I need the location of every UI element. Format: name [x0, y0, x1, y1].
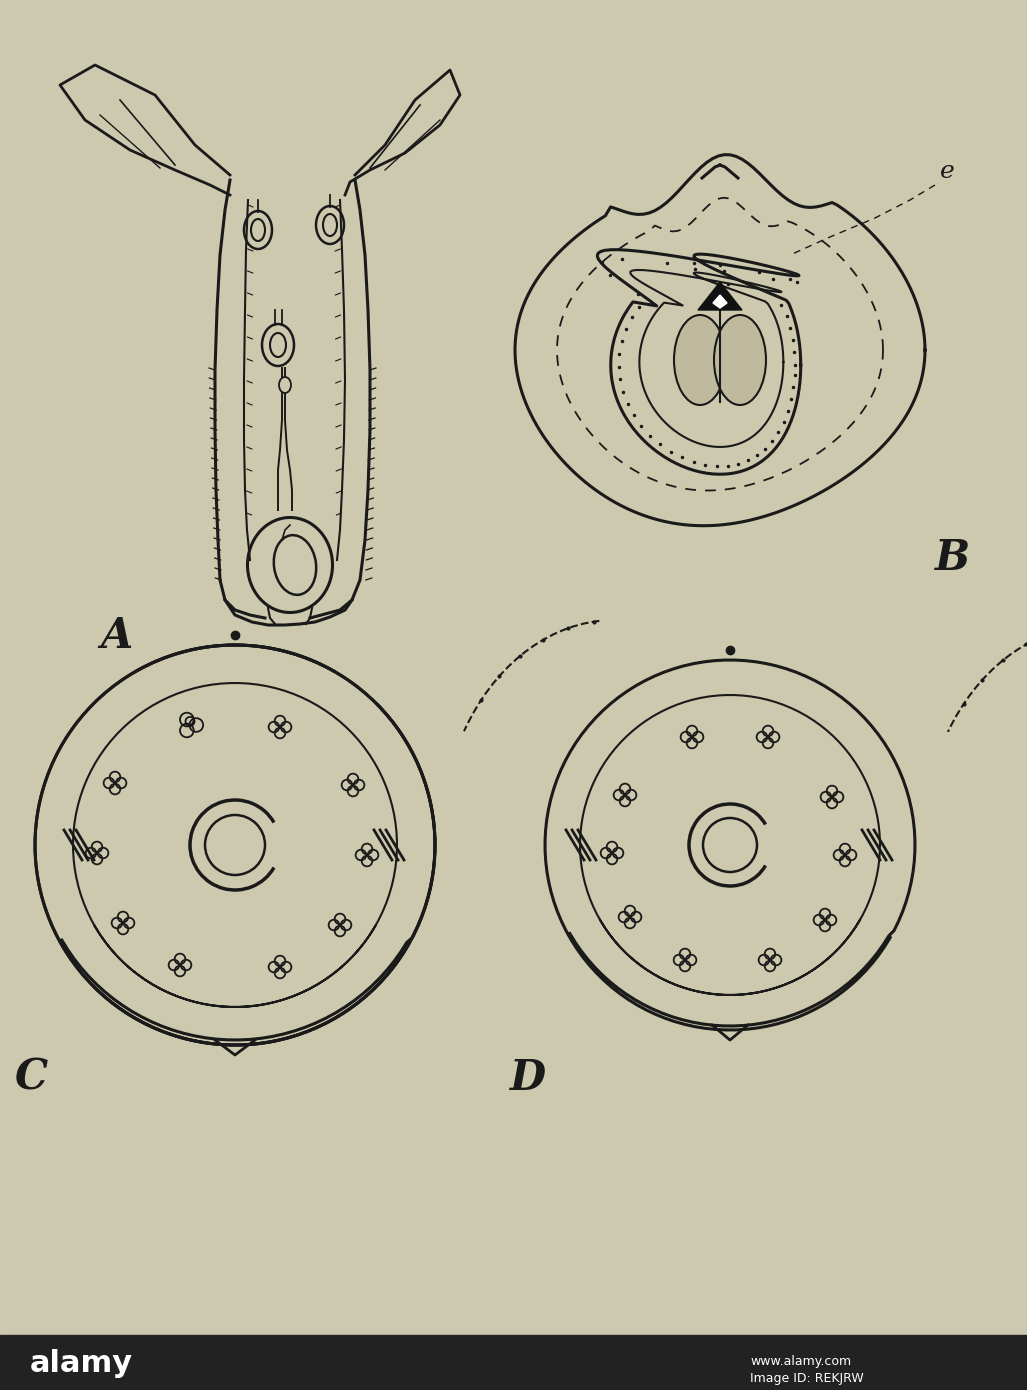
Text: A: A: [100, 614, 132, 657]
Text: B: B: [935, 537, 971, 580]
Ellipse shape: [279, 377, 291, 393]
Ellipse shape: [714, 316, 766, 404]
Ellipse shape: [674, 316, 726, 404]
Text: www.alamy.com: www.alamy.com: [750, 1355, 851, 1368]
Ellipse shape: [244, 211, 272, 249]
Bar: [0, 1334, 1027, 1390]
Ellipse shape: [262, 324, 294, 366]
Text: C: C: [15, 1056, 48, 1099]
Text: D: D: [510, 1056, 546, 1099]
Text: e: e: [940, 160, 955, 183]
Text: Image ID: REKJRW: Image ID: REKJRW: [750, 1372, 864, 1384]
Polygon shape: [698, 282, 741, 310]
Text: alamy: alamy: [30, 1350, 134, 1377]
Polygon shape: [713, 295, 727, 309]
Ellipse shape: [316, 206, 344, 245]
Circle shape: [35, 645, 435, 1045]
Ellipse shape: [248, 517, 333, 613]
